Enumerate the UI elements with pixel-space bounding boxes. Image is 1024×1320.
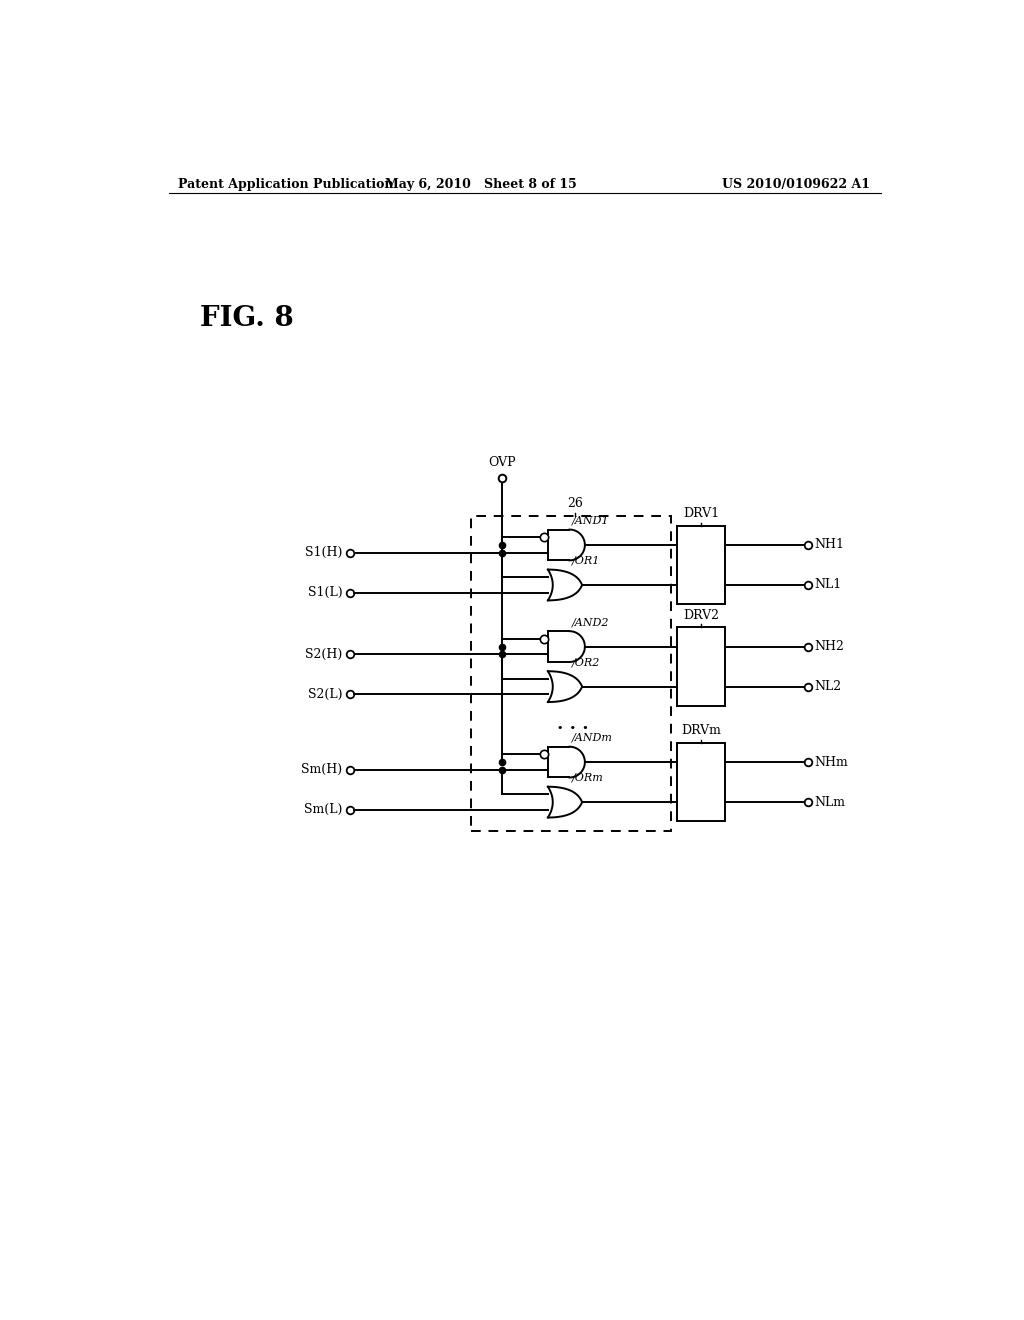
Text: NL2: NL2 bbox=[814, 680, 842, 693]
Text: 26: 26 bbox=[567, 498, 583, 511]
Text: S2(H): S2(H) bbox=[305, 648, 342, 661]
Text: NL1: NL1 bbox=[814, 578, 842, 591]
Text: US 2010/0109622 A1: US 2010/0109622 A1 bbox=[722, 178, 869, 190]
Text: /AND1: /AND1 bbox=[571, 516, 609, 525]
Text: NH1: NH1 bbox=[814, 539, 845, 552]
Text: May 6, 2010   Sheet 8 of 15: May 6, 2010 Sheet 8 of 15 bbox=[385, 178, 577, 190]
Text: /OR1: /OR1 bbox=[571, 556, 600, 566]
Text: /ORm: /ORm bbox=[571, 774, 603, 783]
Text: S1(H): S1(H) bbox=[305, 546, 342, 560]
Text: Patent Application Publication: Patent Application Publication bbox=[178, 178, 394, 190]
Text: NH2: NH2 bbox=[814, 640, 844, 653]
Bar bbox=[677, 525, 725, 605]
Text: /ANDm: /ANDm bbox=[571, 733, 612, 743]
Bar bbox=[677, 627, 725, 706]
Text: /AND2: /AND2 bbox=[571, 618, 609, 627]
Text: S2(L): S2(L) bbox=[308, 688, 342, 701]
Bar bbox=[677, 743, 725, 821]
Text: /OR2: /OR2 bbox=[571, 657, 600, 668]
Text: OVP: OVP bbox=[487, 455, 515, 469]
Bar bbox=[471, 516, 671, 832]
Text: S1(L): S1(L) bbox=[307, 586, 342, 599]
Text: NLm: NLm bbox=[814, 796, 846, 809]
Text: . . .: . . . bbox=[557, 715, 589, 734]
Text: NHm: NHm bbox=[814, 755, 848, 768]
Text: Sm(L): Sm(L) bbox=[304, 804, 342, 816]
Text: Sm(H): Sm(H) bbox=[301, 763, 342, 776]
Text: DRVm: DRVm bbox=[681, 725, 721, 738]
Text: FIG. 8: FIG. 8 bbox=[200, 305, 294, 331]
Text: DRV2: DRV2 bbox=[683, 609, 719, 622]
Text: DRV1: DRV1 bbox=[683, 507, 719, 520]
